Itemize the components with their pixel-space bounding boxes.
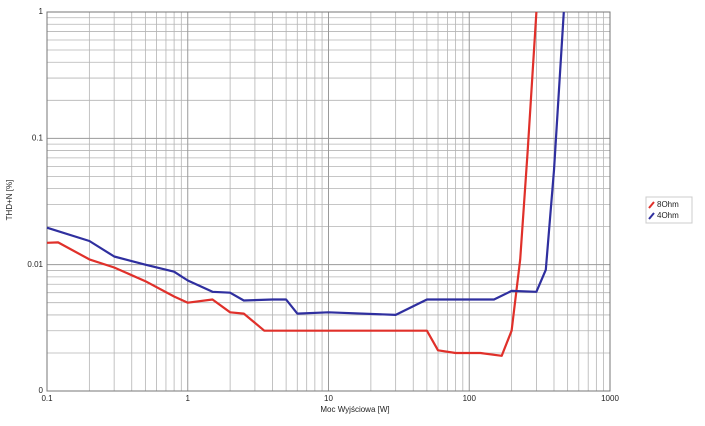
legend-swatch bbox=[648, 201, 655, 209]
legend-swatch bbox=[648, 212, 655, 220]
legend-label: 8Ohm bbox=[657, 200, 679, 209]
plot-frame bbox=[46, 11, 611, 392]
x-tick-label: 1000 bbox=[601, 394, 619, 403]
x-tick-label: 1 bbox=[186, 394, 191, 403]
legend-label: 4Ohm bbox=[657, 211, 679, 220]
series-line bbox=[46, 11, 538, 357]
y-tick-label: 0.1 bbox=[32, 133, 44, 142]
y-tick-label: 1 bbox=[39, 7, 44, 16]
x-axis-label: Moc Wyjściowa [W] bbox=[320, 405, 389, 414]
legend-box bbox=[645, 196, 693, 224]
y-tick-label: 0.01 bbox=[27, 260, 43, 269]
y-tick-label: 0 bbox=[39, 386, 44, 395]
y-axis-label: THD+N [%] bbox=[5, 180, 14, 221]
x-tick-label: 10 bbox=[324, 394, 333, 403]
x-tick-label: 0.1 bbox=[41, 394, 53, 403]
series-line bbox=[46, 11, 565, 316]
x-tick-label: 100 bbox=[463, 394, 477, 403]
